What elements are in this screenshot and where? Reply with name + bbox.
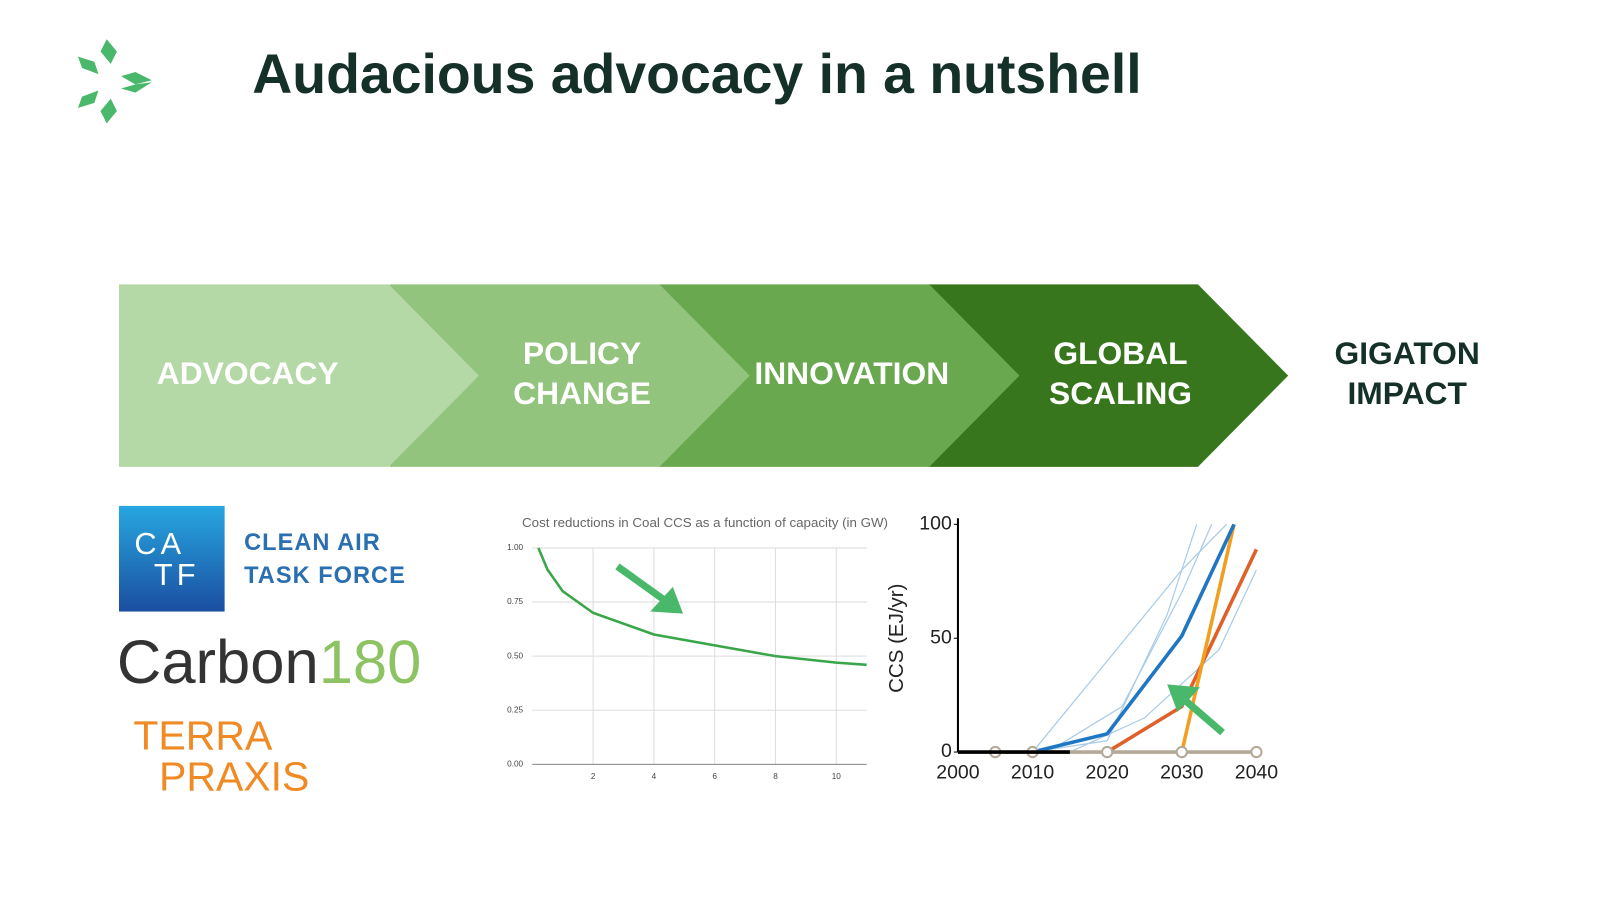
carbon180-logo: Carbon180 bbox=[117, 628, 421, 697]
arrow bbox=[615, 563, 1225, 736]
series-line bbox=[1032, 524, 1198, 753]
series-line bbox=[1180, 523, 1236, 753]
chart-title: Cost reductions in Coal CCS as a functio… bbox=[522, 515, 888, 530]
ccs-chart: CCS (EJ/yr) 0 50 100 2000 2010 2020 2030 2040 bbox=[885, 512, 1278, 783]
stages: ADVOCACY POLICY CHANGE INNOVATION GLOBAL SCAL… bbox=[118, 284, 1480, 467]
x-tick-label: 8 bbox=[773, 772, 778, 781]
series-line bbox=[1106, 548, 1259, 754]
x-tick-label: 4 bbox=[652, 772, 657, 781]
carbon180-part: Carbon bbox=[117, 628, 319, 697]
cost-chart: Cost reductions in Coal CCS as a functio… bbox=[507, 515, 888, 781]
x-tick-label: 2000 bbox=[936, 762, 979, 784]
stage-label: ADVOCACY bbox=[157, 355, 339, 391]
carbon180-part: 180 bbox=[319, 628, 422, 697]
title: Audacious advocacy in a nutshell bbox=[252, 43, 1141, 105]
series-line bbox=[1032, 523, 1236, 754]
y-tick-label: 100 bbox=[919, 512, 952, 534]
stage-label: GLOBAL bbox=[1053, 335, 1187, 371]
point bbox=[1175, 745, 1188, 759]
x-tick-label: 10 bbox=[832, 772, 842, 781]
stage-chevron bbox=[389, 284, 750, 467]
x-tick-label: 6 bbox=[712, 772, 717, 781]
y-axis-label: CCS (EJ/yr) bbox=[885, 584, 908, 693]
x-tick-label: 2040 bbox=[1235, 762, 1278, 784]
stage-label: GIGATON bbox=[1334, 335, 1479, 371]
y-tick-label: 0.25 bbox=[507, 705, 523, 714]
y-tick-label: 0.75 bbox=[507, 597, 523, 606]
catf-mark: CA bbox=[134, 526, 185, 561]
catf-logo: CA TF CLEAN AIR TASK FORCE bbox=[118, 505, 406, 612]
stage-label: IMPACT bbox=[1347, 375, 1467, 411]
y-tick-label: 50 bbox=[930, 626, 952, 648]
stage-label: CHANGE bbox=[513, 375, 651, 411]
stage-chevron bbox=[928, 284, 1289, 467]
terrapraxis-logo: TERRA bbox=[133, 713, 273, 759]
point bbox=[1250, 745, 1263, 759]
stage-label: SCALING bbox=[1049, 375, 1192, 411]
catf-mark: TF bbox=[154, 557, 200, 592]
series-line bbox=[1047, 524, 1213, 753]
y-tick-label: 1.00 bbox=[507, 543, 523, 552]
stage-chevron bbox=[659, 284, 1020, 467]
x-tick-label: 2030 bbox=[1160, 762, 1203, 784]
x-tick-label: 2020 bbox=[1086, 762, 1129, 784]
y-tick-label: 0.00 bbox=[507, 760, 523, 769]
catf-name: CLEAN AIR bbox=[244, 529, 381, 555]
stage-label: POLICY bbox=[523, 335, 641, 371]
x-tick-label: 2 bbox=[591, 772, 596, 781]
terrapraxis-logo: PRAXIS bbox=[159, 754, 309, 800]
x-tick-label: 2010 bbox=[1011, 762, 1054, 784]
series-line bbox=[537, 547, 867, 667]
catf-box bbox=[118, 505, 225, 612]
y-tick-label: 0.50 bbox=[507, 651, 523, 660]
catf-name: TASK FORCE bbox=[244, 562, 406, 588]
logo-icon bbox=[77, 39, 152, 124]
stage-chevron bbox=[118, 284, 479, 467]
point bbox=[1101, 745, 1114, 759]
series-group bbox=[957, 523, 1263, 759]
stage-label: INNOVATION bbox=[754, 355, 949, 391]
y-tick-label: 0 bbox=[941, 740, 952, 762]
series-line bbox=[1032, 523, 1228, 753]
